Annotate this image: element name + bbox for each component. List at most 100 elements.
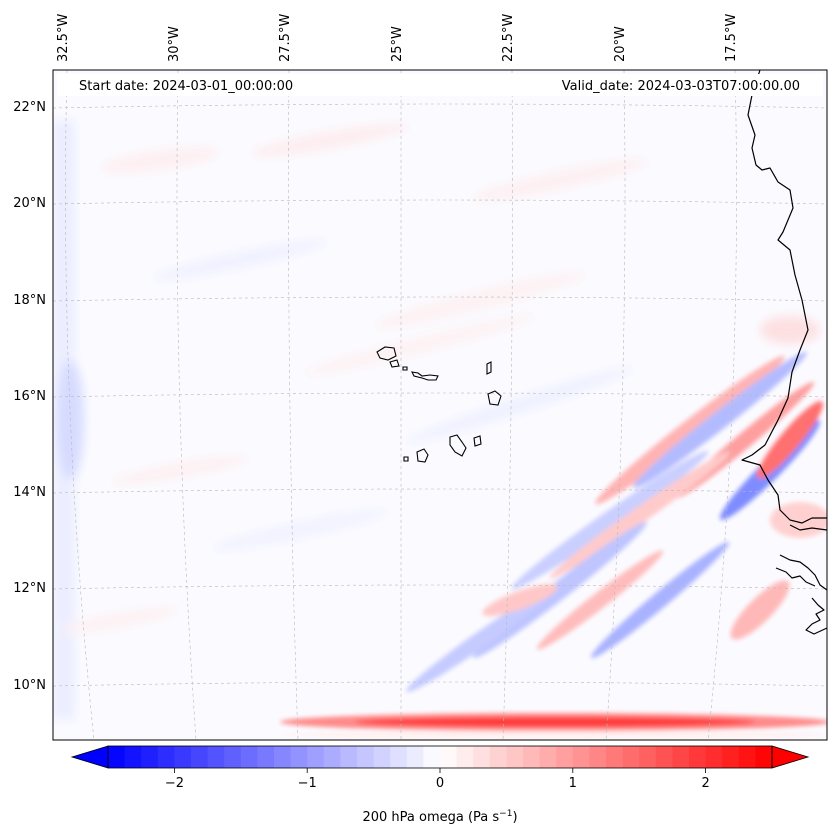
lon-label: 27.5°W [278, 14, 293, 62]
santa-luzia-island [402, 366, 408, 371]
meridian-line [605, 70, 626, 740]
lat-label: 20°N [13, 196, 46, 211]
lon-label: 30°W [167, 26, 182, 62]
meridian-line [502, 70, 513, 740]
colorbar-cell [606, 746, 624, 768]
omega-field [53, 120, 827, 739]
parallel-line [53, 103, 827, 109]
parallel-line [53, 584, 827, 590]
colorbar-cell [423, 746, 441, 768]
meridian-line [176, 70, 197, 740]
boa-vista-island [487, 390, 502, 406]
colorbar-cell [539, 746, 557, 768]
maio-island [473, 435, 482, 447]
africa-coastline [741, 70, 827, 524]
colorbar-cell [357, 746, 375, 768]
lon-label: 17.5°W [724, 14, 739, 62]
colorbar-extend-low [70, 745, 109, 769]
colorbar-cell [572, 746, 590, 768]
colorbar-cell [191, 746, 209, 768]
santo-antao-island [376, 346, 397, 361]
colorbar-cell [523, 746, 541, 768]
colorbar-cell [672, 746, 690, 768]
meridian-line [707, 70, 737, 740]
colorbar-cell [738, 746, 756, 768]
fogo-island [416, 448, 429, 463]
meridian-line [288, 70, 299, 740]
lon-label: 20°W [613, 26, 628, 62]
colorbar-cell [689, 746, 707, 768]
colorbar-cell [489, 746, 507, 768]
lat-label: 18°N [13, 293, 46, 308]
colorbar-label: 200 hPa omega (Pa s−1) [362, 809, 517, 825]
colorbar-cell [340, 746, 358, 768]
parallel-line [53, 392, 827, 398]
colorbar-tick-label: 0 [436, 776, 444, 791]
parallel-line [53, 296, 827, 302]
colorbar-cell [323, 746, 341, 768]
colorbar-cell [307, 746, 325, 768]
colorbar-cell [473, 746, 491, 768]
cape-verde-islands [376, 346, 502, 463]
colorbar-ticks: −2 −1 0 1 2 [165, 768, 710, 791]
colorbar-cell [290, 746, 308, 768]
meridian-line [65, 70, 95, 740]
lon-label: 32.5°W [56, 14, 71, 62]
date-header-background [57, 74, 823, 96]
colorbar-cell [406, 746, 424, 768]
lon-label: 25°W [390, 26, 405, 62]
colorbar-cell [224, 746, 242, 768]
sao-nicolau-island [411, 371, 439, 381]
lat-label: 12°N [13, 581, 46, 596]
coastlines [741, 70, 827, 635]
sao-vicente-island [389, 359, 400, 368]
sal-island [486, 361, 492, 375]
colorbar-cell [174, 746, 192, 768]
gambia-coast [789, 524, 827, 531]
lon-label: 22.5°W [501, 14, 516, 62]
colorbar-cells [108, 746, 773, 768]
parallel-line [53, 488, 827, 494]
colorbar-cell [622, 746, 640, 768]
colorbar-cell [589, 746, 607, 768]
colorbar: −2 −1 0 1 2 200 hPa omega (Pa s−1) [70, 745, 810, 825]
colorbar-cell [240, 746, 258, 768]
lat-label: 10°N [13, 678, 46, 693]
lat-label: 14°N [13, 485, 46, 500]
colorbar-cell [390, 746, 408, 768]
parallel-line [53, 199, 827, 205]
colorbar-cell [722, 746, 740, 768]
colorbar-tick-label: 2 [701, 776, 709, 791]
guinea-bissau-coast [779, 554, 827, 591]
colorbar-cell [456, 746, 474, 768]
guinea-coast [805, 597, 827, 635]
lat-label: 16°N [13, 389, 46, 404]
colorbar-cell [274, 746, 292, 768]
lat-label: 22°N [13, 100, 46, 115]
colorbar-cell [506, 746, 524, 768]
colorbar-cell [639, 746, 657, 768]
parallel-line [53, 681, 827, 687]
map-frame [52, 69, 828, 741]
bissagos-islands [775, 567, 816, 587]
colorbar-cell [108, 746, 126, 768]
colorbar-cell [755, 746, 773, 768]
colorbar-tick-label: −2 [165, 776, 184, 791]
colorbar-cell [373, 746, 391, 768]
valid-date: Valid_date: 2024-03-03T07:00:00.00 [562, 79, 800, 94]
santiago-island [449, 434, 467, 457]
longitude-labels: 32.5°W 30°W 27.5°W 25°W 22.5°W 20°W 17.5… [56, 14, 739, 62]
colorbar-cell [157, 746, 175, 768]
start-date: Start date: 2024-03-01_00:00:00 [79, 79, 293, 94]
map-background [53, 70, 827, 740]
brava-island [403, 456, 409, 462]
latitude-labels: 22°N 20°N 18°N 16°N 14°N 12°N 10°N [13, 100, 46, 693]
colorbar-extend-high [771, 745, 810, 769]
colorbar-tick-label: 1 [569, 776, 577, 791]
graticule [53, 70, 827, 740]
colorbar-tick-label: −1 [298, 776, 317, 791]
colorbar-cell [556, 746, 574, 768]
colorbar-cell [141, 746, 159, 768]
colorbar-cell [257, 746, 275, 768]
